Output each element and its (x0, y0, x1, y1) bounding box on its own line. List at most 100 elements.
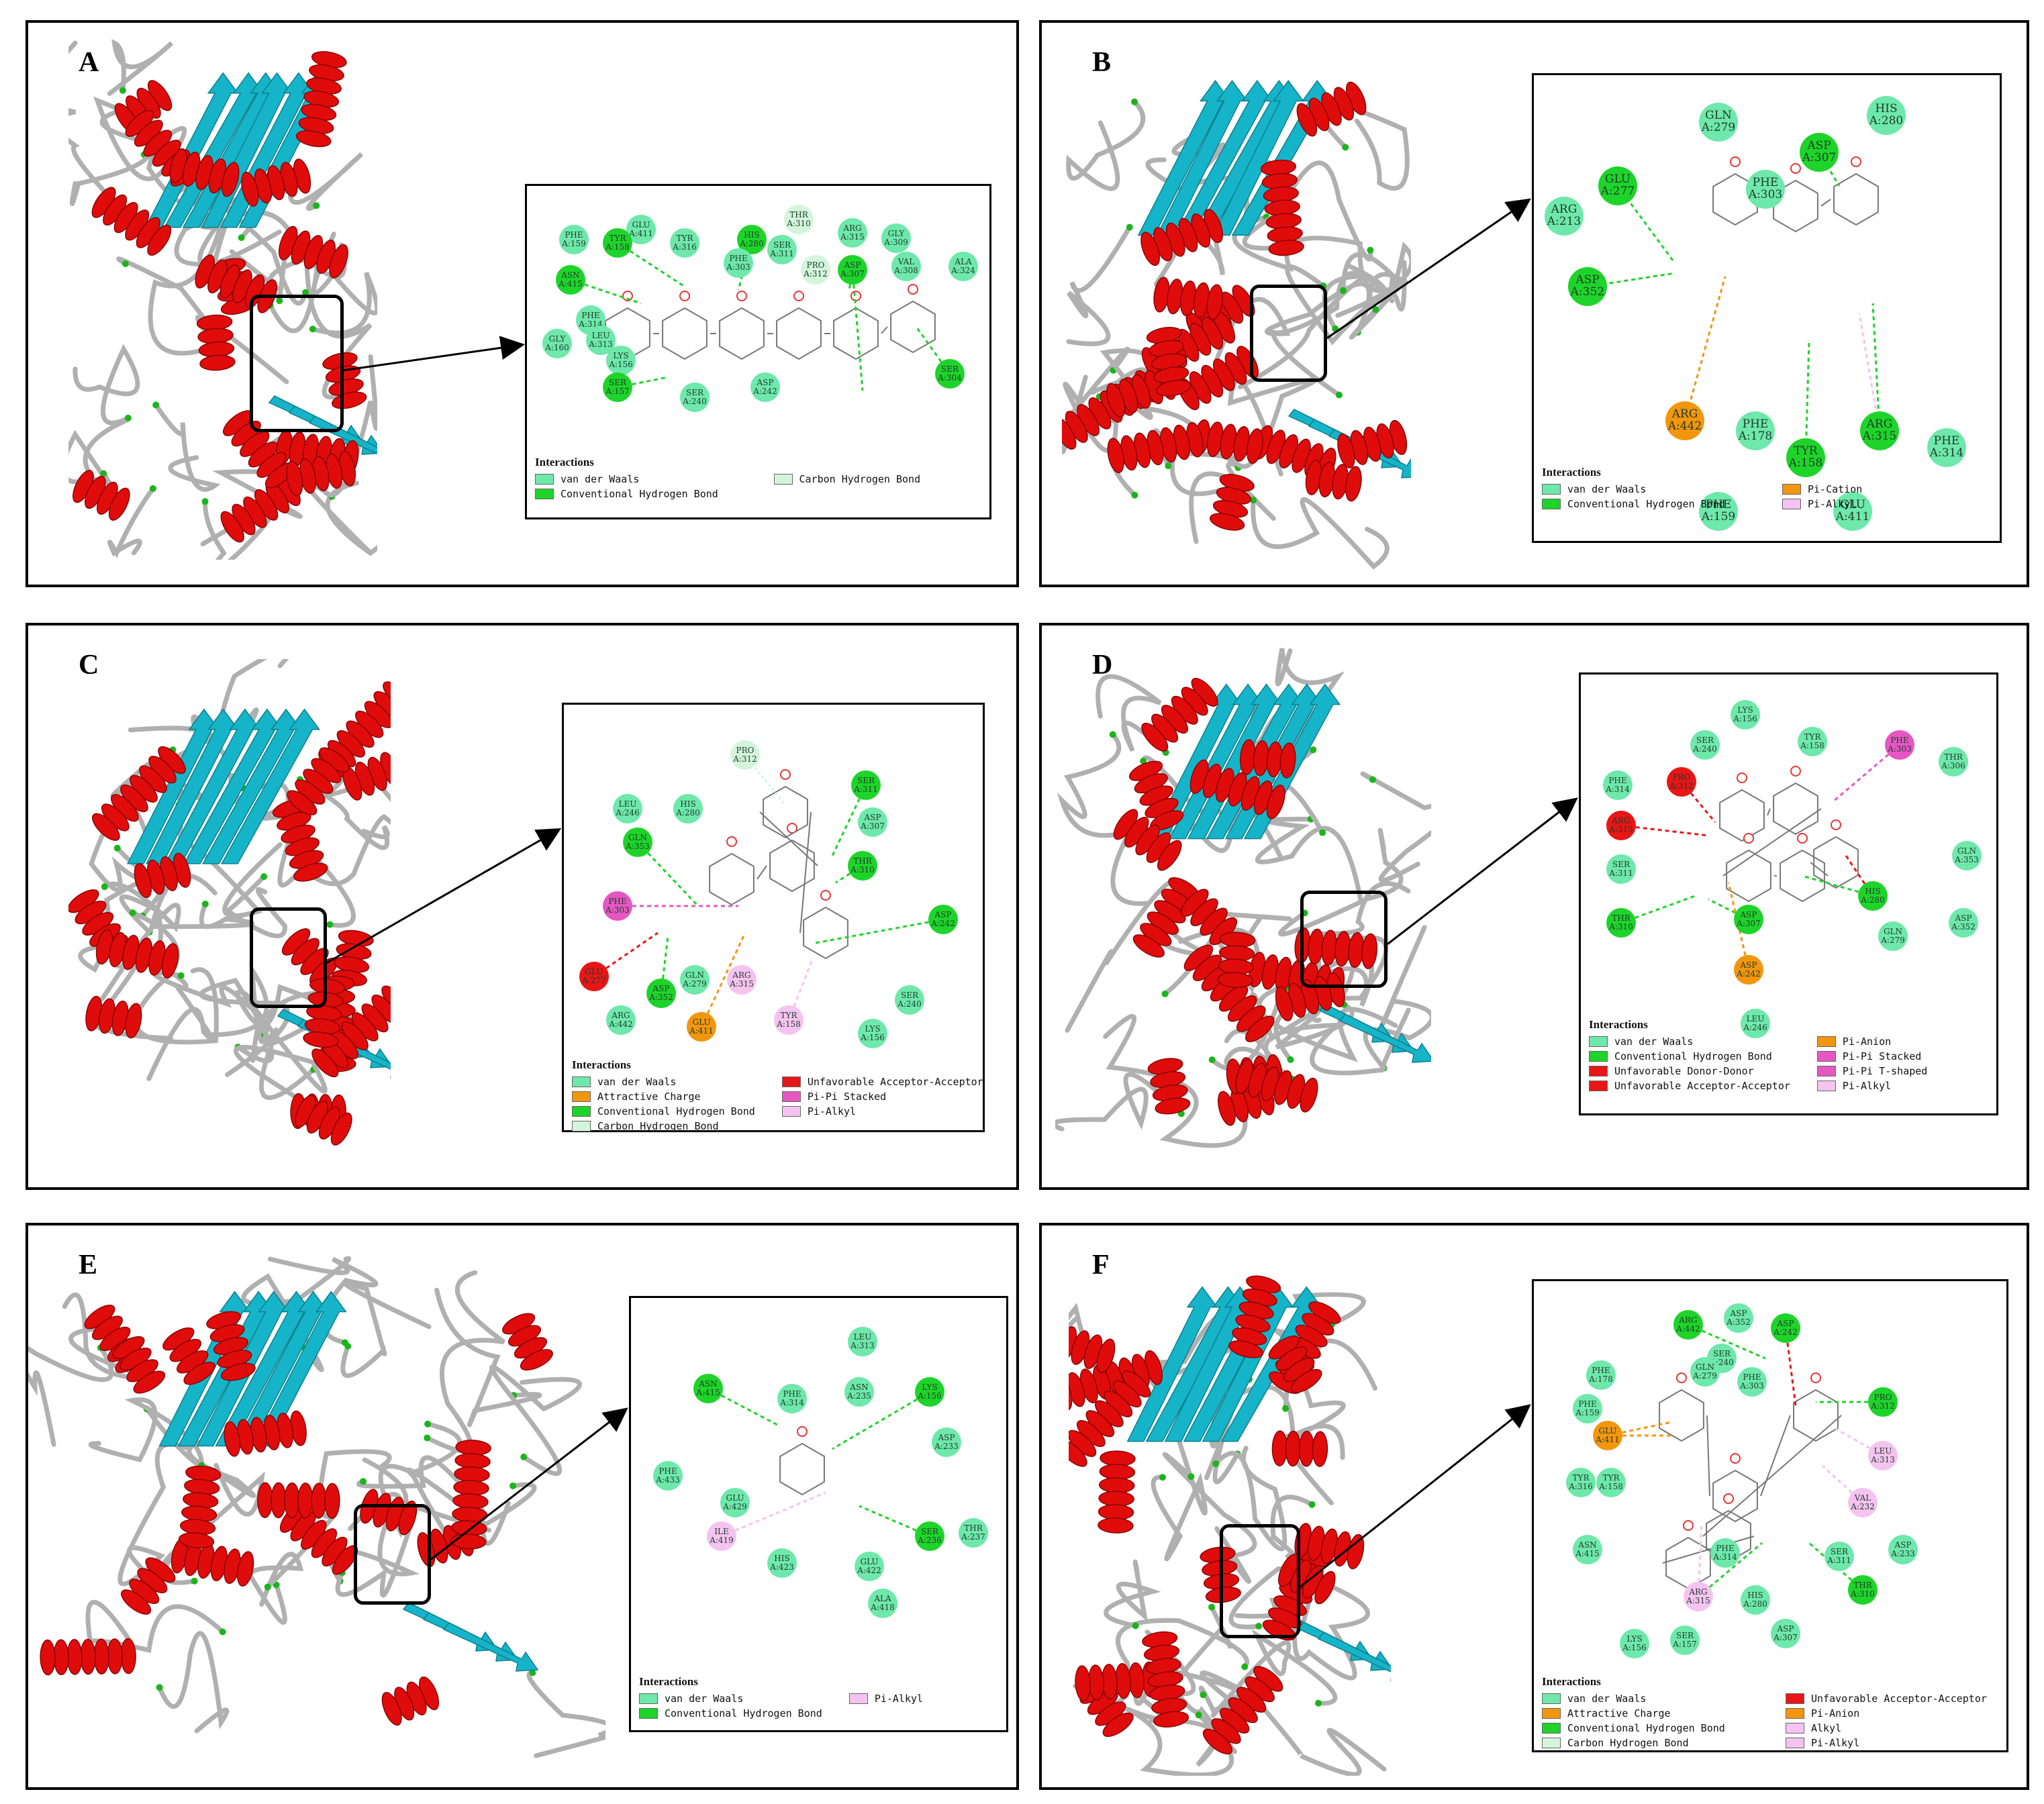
legend-item: Pi-Alkyl (1786, 1737, 2002, 1749)
legend-label: Pi-Alkyl (874, 1693, 924, 1705)
residue-id: A:242 (931, 919, 955, 928)
residue-node: TYR A:158 (603, 228, 632, 258)
residue-name: ALA (874, 1594, 891, 1604)
legend-item: Pi-Pi Stacked (781, 1091, 983, 1103)
interaction-bond-line (1802, 874, 1873, 897)
residue-name: GLU (726, 1493, 744, 1503)
residue-id: A:157 (1673, 1640, 1697, 1649)
residue-id: A:315 (730, 979, 754, 989)
binding-site-box (250, 907, 327, 1008)
legend-item: Unfavorable Acceptor-Acceptor (781, 1076, 983, 1088)
residue-id: A:156 (918, 1391, 942, 1401)
legend-swatch (1786, 1708, 1804, 1719)
residue-name: PHE (1592, 1366, 1610, 1376)
legend-label: van der Waals (1567, 1693, 1647, 1705)
residue-node: PHE A:303 (1737, 1367, 1767, 1397)
legend-swatch (1786, 1693, 1804, 1704)
residue-name: THR (1612, 913, 1631, 923)
legend-swatch (639, 1708, 658, 1719)
legend-label: van der Waals (665, 1693, 744, 1705)
residue-name: LEU (618, 799, 637, 809)
legend-swatch (848, 1693, 868, 1704)
residue-node: LEU A:313 (1868, 1441, 1898, 1470)
residue-node: ASP A:242 (1771, 1313, 1800, 1343)
residue-id: A:279 (1881, 936, 1905, 945)
legend-item: Pi-Alkyl (781, 1105, 983, 1117)
legend-item: Attractive Charge (1542, 1707, 1759, 1719)
legend-swatch (1589, 1051, 1608, 1062)
residue-name: SER (857, 776, 875, 786)
residue-id: A:353 (626, 842, 650, 851)
residue-id: A:246 (1743, 1023, 1767, 1032)
residue-id: A:159 (1701, 510, 1736, 523)
residue-node: THR A:310 (1848, 1575, 1878, 1605)
legend-label: Pi-Pi Stacked (1842, 1050, 1922, 1062)
residue-node: TYR A:158 (1596, 1468, 1626, 1497)
residue-name: LYS (922, 1383, 938, 1393)
residue-node: TYR A:158 (1786, 438, 1825, 477)
residue-node: LEU A:313 (848, 1327, 877, 1356)
residue-node: THR A:310 (848, 851, 877, 881)
legend-label: Unfavorable Acceptor-Acceptor (1811, 1693, 1987, 1705)
residue-id: A:309 (884, 238, 908, 247)
panel-e: E LEU A:313 ASN A:415 ASN A:235 PHE A:314 LYS A:15… (26, 1223, 1019, 1790)
legend-swatch (1542, 1723, 1561, 1734)
binding-site-box (1250, 285, 1327, 382)
residue-node: GLY A:160 (542, 329, 572, 358)
interactions-legend: Interactions van der Waals Carbon Hydrogen… (535, 456, 985, 500)
ligand-structure (1659, 1372, 1842, 1590)
legend-item: Pi-Pi T-shaped (1816, 1065, 1992, 1077)
legend-label: Attractive Charge (1567, 1707, 1671, 1719)
residue-name: PHE (1743, 1372, 1761, 1383)
legend-label: Conventional Hydrogen Bond (665, 1707, 822, 1719)
residue-id: A:316 (1569, 1482, 1593, 1491)
residue-node: SER A:311 (1824, 1542, 1854, 1571)
residue-id: A:306 (1941, 761, 1965, 770)
residue-id: A:280 (1869, 114, 1904, 128)
residue-name: VAL (1854, 1493, 1871, 1503)
legend-swatch (773, 474, 793, 485)
legend-label: van der Waals (561, 473, 640, 485)
residue-name: SER (1612, 860, 1630, 870)
residue-node: ASP A:307 (1800, 133, 1839, 172)
interaction-bond-line (1620, 895, 1696, 924)
residue-id: A:352 (1726, 1317, 1751, 1327)
interaction-diagram-2d: LYS A:156 SER A:240 TYR A:158 PHE A:303 THR A:306… (1579, 672, 1998, 1115)
residue-name: GLN (685, 970, 705, 981)
residue-id: A:307 (1773, 1633, 1798, 1642)
legend-swatch (639, 1693, 658, 1704)
legend-item: Conventional Hydrogen Bond (1542, 1722, 1759, 1734)
legend-item: Conventional Hydrogen Bond (639, 1707, 822, 1719)
legend-label: Pi-Pi Stacked (807, 1091, 887, 1103)
residue-node: ASP A:233 (932, 1427, 961, 1457)
legend-swatch (535, 474, 554, 485)
residue-name: HIS (1865, 887, 1881, 897)
ligand-structure (1719, 766, 1859, 903)
legend-item: Conventional Hydrogen Bond (572, 1105, 755, 1117)
residue-node: HIS A:280 (1741, 1585, 1770, 1615)
residue-node: PHE A:159 (559, 225, 589, 254)
legend-swatch (1589, 1036, 1608, 1047)
ligand-structure (1712, 156, 1879, 233)
residue-name: TYR (780, 1011, 797, 1021)
residue-id: A:308 (894, 266, 918, 275)
residue-id: A:415 (558, 279, 583, 289)
residue-id: A:313 (850, 1341, 875, 1350)
residue-node: VAL A:308 (891, 252, 921, 281)
residue-name: ASP (1894, 1540, 1912, 1550)
residue-name: SER (685, 388, 703, 398)
legend-item: Alkyl (1786, 1722, 2002, 1734)
residue-node: ASP A:307 (1771, 1619, 1800, 1648)
residue-name: SER (773, 240, 791, 250)
legend-item: Unfavorable Acceptor-Acceptor (1589, 1080, 1790, 1092)
residue-name: GLN (1883, 927, 1903, 937)
residue-id: A:442 (609, 1019, 633, 1029)
residue-node: LYS A:156 (915, 1377, 944, 1407)
residue-node: GLU A:411 (687, 1012, 716, 1042)
legend-label: Pi-Alkyl (1842, 1080, 1892, 1092)
interactions-legend: Interactions van der Waals Pi-Cation Conven… (1542, 466, 1996, 510)
residue-name: PHE (729, 254, 748, 264)
legend-label: Carbon Hydrogen Bond (597, 1120, 719, 1132)
residue-name: PHE (565, 230, 583, 240)
legend-label: Conventional Hydrogen Bond (597, 1105, 755, 1117)
